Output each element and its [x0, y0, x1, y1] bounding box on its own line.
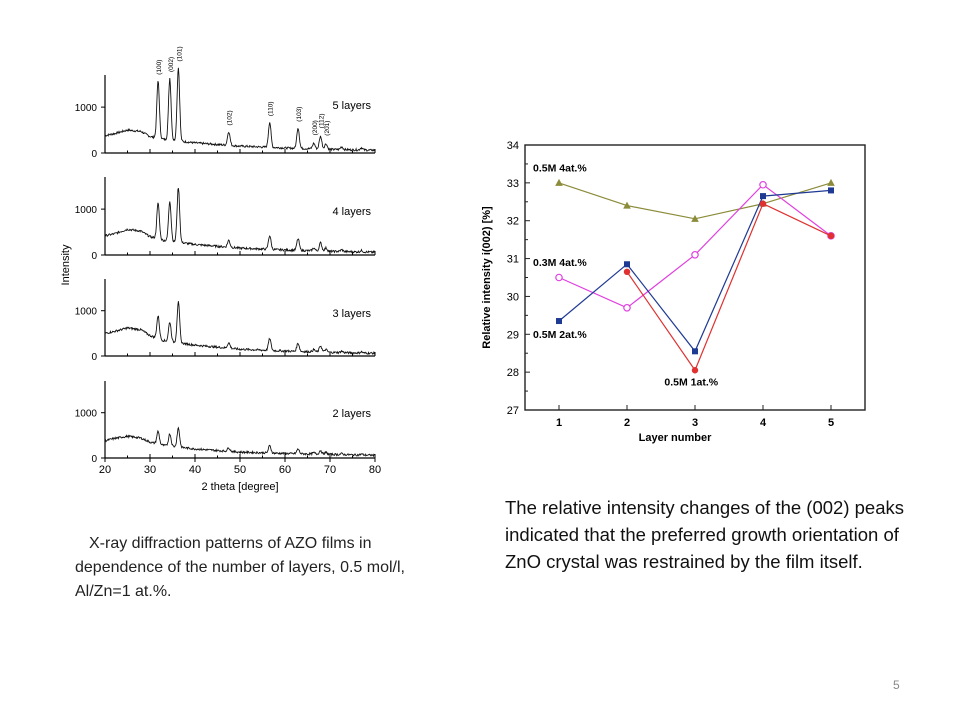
xrd-x-tick-label: 70	[324, 464, 336, 476]
xrd-x-axis-title: 2 theta [degree]	[201, 481, 278, 493]
intensity-y-tick-label: 32	[507, 216, 519, 228]
intensity-point-marker	[623, 201, 631, 209]
xrd-peak-index-label: (110)	[268, 101, 275, 116]
intensity-series-line	[558, 182, 832, 220]
intensity-point-marker	[623, 268, 631, 276]
xrd-x-tick-label: 50	[234, 464, 246, 476]
intensity-point-marker	[759, 200, 767, 207]
intensity-point-marker	[828, 187, 834, 194]
xrd-pattern-line	[104, 188, 376, 254]
intensity-series-line	[558, 183, 832, 309]
xrd-peak-index-label: (200)	[312, 120, 319, 135]
intensity-point-marker	[691, 250, 699, 259]
xrd-y-tick-label: 1000	[75, 205, 98, 216]
intensity-y-tick-label: 30	[507, 291, 519, 303]
xrd-pattern-line	[104, 426, 376, 458]
intensity-series-label: 0.5M 4at.%	[533, 163, 587, 175]
xrd-y-tick-label: 0	[91, 251, 97, 262]
intensity-point-marker	[555, 273, 563, 282]
xrd-layer-label: 2 layers	[332, 408, 371, 420]
xrd-x-tick-label: 40	[189, 464, 201, 476]
intensity-y-tick-label: 34	[507, 140, 519, 152]
intensity-series-label: 0.5M 2at.%	[533, 329, 587, 341]
xrd-patterns-figure: 0 1000 5 layers 0 1000 4 layers 0 1000 3 layers 0…	[60, 46, 381, 493]
xrd-caption: X-ray diffraction patterns of AZO films …	[75, 532, 445, 604]
conclusion-text: The relative intensity changes of the (0…	[505, 497, 905, 572]
intensity-series-line	[558, 189, 832, 353]
xrd-x-tick-label: 20	[99, 464, 111, 476]
intensity-y-tick-label: 29	[507, 329, 519, 341]
xrd-peak-index-label: (100)	[156, 60, 163, 75]
intensity-series-label: 0.3M 4at.%	[533, 257, 587, 269]
xrd-layer-label: 3 layers	[332, 308, 371, 320]
intensity-y-tick-label: 33	[507, 178, 519, 190]
xrd-peak-index-label: (102)	[227, 110, 234, 125]
intensity-point-marker	[760, 193, 766, 200]
intensity-point-marker	[691, 214, 699, 222]
xrd-y-tick-label: 1000	[75, 409, 98, 420]
xrd-peak-index-label: (101)	[176, 46, 183, 61]
xrd-peak-index-label: (201)	[324, 121, 331, 136]
intensity-x-tick-label: 1	[556, 417, 562, 429]
xrd-y-tick-label: 0	[91, 352, 97, 363]
intensity-x-tick-label: 3	[692, 417, 698, 429]
intensity-y-tick-label: 27	[507, 405, 519, 417]
xrd-layer-label: 5 layers	[332, 100, 371, 112]
xrd-x-tick-label: 80	[369, 464, 381, 476]
intensity-y-axis-title: Relative intensity i(002) [%]	[481, 206, 493, 349]
intensity-x-tick-label: 4	[760, 417, 767, 429]
xrd-y-tick-label: 1000	[75, 103, 98, 114]
xrd-y-tick-label: 0	[91, 454, 97, 465]
xrd-layer-label: 4 layers	[332, 206, 371, 218]
intensity-point-marker	[691, 367, 699, 374]
intensity-x-tick-label: 2	[624, 417, 630, 429]
xrd-x-tick-label: 30	[144, 464, 156, 476]
intensity-x-axis-title: Layer number	[639, 432, 712, 444]
xrd-x-tick-label: 60	[279, 464, 291, 476]
xrd-caption-text: X-ray diffraction patterns of AZO films …	[75, 535, 405, 600]
intensity-point-marker	[759, 180, 767, 189]
xrd-peak-index-label: (103)	[296, 107, 303, 122]
xrd-peak-index-label: (112)	[319, 113, 326, 128]
xrd-y-axis-title: Intensity	[60, 244, 72, 285]
intensity-point-marker	[692, 348, 698, 355]
intensity-point-marker	[827, 178, 835, 186]
intensity-y-tick-label: 31	[507, 254, 519, 266]
page-number: 5	[893, 678, 900, 692]
intensity-point-marker	[827, 232, 835, 240]
xrd-peak-index-label: (002)	[168, 57, 175, 72]
xrd-pattern-line	[104, 67, 376, 152]
xrd-y-tick-label: 1000	[75, 307, 98, 318]
intensity-series-label: 0.5M 1at.%	[664, 376, 718, 388]
intensity-point-marker	[624, 261, 630, 268]
intensity-point-marker	[623, 303, 631, 312]
xrd-y-tick-label: 0	[91, 149, 97, 160]
intensity-series-line	[626, 202, 832, 372]
intensity-point-marker	[556, 318, 562, 325]
xrd-pattern-line	[104, 301, 376, 356]
intensity-x-tick-label: 5	[828, 417, 834, 429]
intensity-y-tick-label: 28	[507, 367, 519, 379]
intensity-point-marker	[555, 178, 563, 186]
